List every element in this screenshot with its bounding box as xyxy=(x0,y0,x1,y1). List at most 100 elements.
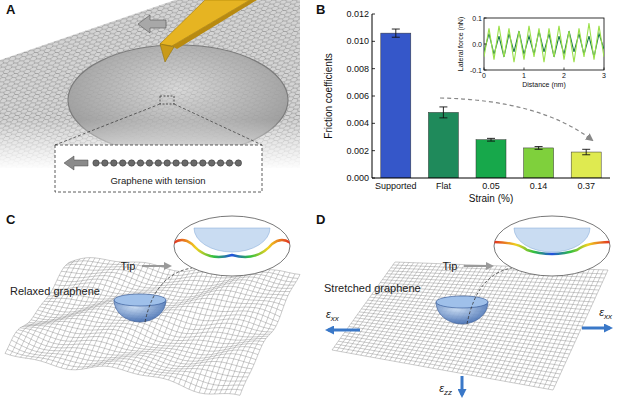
error-cap xyxy=(392,37,400,38)
x-axis xyxy=(372,178,610,179)
panel-title: Relaxed graphene xyxy=(10,285,100,297)
error-cap xyxy=(582,149,590,150)
tip-atoms xyxy=(194,228,270,252)
y-tick-label: 0.012 xyxy=(346,9,369,19)
atom xyxy=(226,160,232,166)
atom xyxy=(102,160,108,166)
atom xyxy=(111,160,117,166)
panel-c: C Tip Relaxed graphene xyxy=(5,212,300,395)
bar xyxy=(428,112,458,178)
error-cap xyxy=(439,117,447,118)
atom xyxy=(146,160,152,166)
panel-title: Stretched graphene xyxy=(324,282,421,294)
x-tick xyxy=(484,68,485,71)
atom xyxy=(137,160,143,166)
tip-top xyxy=(114,294,166,306)
error-cap xyxy=(582,154,590,155)
zoom-content xyxy=(492,228,612,254)
error-cap xyxy=(439,106,447,107)
y-tick-label: 0.002 xyxy=(346,146,369,156)
error-bar xyxy=(535,147,543,150)
atom xyxy=(209,160,215,166)
tip-top xyxy=(436,296,488,308)
atom xyxy=(173,160,179,166)
zoom-line xyxy=(174,104,262,145)
error-cap xyxy=(535,149,543,150)
zoom-ellipse xyxy=(174,216,290,276)
y-axis xyxy=(372,14,373,178)
strain-subscript: xx xyxy=(330,314,340,323)
x-tick xyxy=(524,68,525,71)
inset-text: Graphene with tension xyxy=(110,175,205,186)
error-bar xyxy=(487,138,495,141)
atom xyxy=(155,160,161,166)
x-tick-label: 2 xyxy=(562,72,566,79)
bar xyxy=(524,148,554,178)
atom xyxy=(200,160,206,166)
atom xyxy=(164,160,170,166)
afm-tip xyxy=(160,44,174,62)
error-cap xyxy=(535,146,543,147)
y-tick xyxy=(484,18,487,19)
zoom-line xyxy=(467,268,512,324)
error-cap xyxy=(392,29,400,30)
panel-label: D xyxy=(316,212,325,227)
x-tick-label: 0.05 xyxy=(482,181,500,191)
error-line xyxy=(395,29,396,37)
inset-lines xyxy=(484,23,604,62)
atom xyxy=(191,160,197,166)
error-line xyxy=(443,107,444,118)
strain-subscript: xx xyxy=(603,312,613,321)
bar xyxy=(476,140,506,178)
error-bar xyxy=(582,149,590,154)
y-tick xyxy=(484,44,487,45)
x-tick xyxy=(604,68,605,71)
x-tick-label: Flat xyxy=(436,181,452,191)
strain-label: εxx xyxy=(599,306,613,321)
strain-subscript: zz xyxy=(443,388,452,397)
x-tick-label: 1 xyxy=(522,72,526,79)
zoom-content xyxy=(172,228,292,257)
strain-label: εzz xyxy=(439,382,452,397)
y-tick-label: 0.004 xyxy=(346,118,369,128)
y-tick-label: 0.1 xyxy=(472,15,482,22)
panel-label: C xyxy=(6,212,16,227)
strain-arrow xyxy=(328,329,360,332)
y-axis-label: Friction coefficients xyxy=(323,53,334,138)
strain-profile xyxy=(492,242,612,254)
error-bar xyxy=(392,29,400,37)
atom xyxy=(128,160,134,166)
tip-label: Tip xyxy=(443,260,458,272)
graphene-mesh xyxy=(5,258,300,396)
error-cap xyxy=(487,138,495,139)
strain-arrow xyxy=(461,376,464,395)
panel-b: B0.0000.0020.0040.0060.0080.0100.012Supp… xyxy=(316,2,610,204)
x-tick-label: Supported xyxy=(375,181,417,191)
error-line xyxy=(586,149,587,154)
tip-label: Tip xyxy=(121,260,136,272)
x-tick-label: 0.37 xyxy=(577,181,595,191)
zoom-ellipse xyxy=(494,216,610,276)
y-axis-label: Lateral force (nN) xyxy=(457,17,465,71)
figure: Graphene with tensionAB0.0000.0020.0040.… xyxy=(0,0,618,399)
scan-arrow xyxy=(464,265,492,267)
cantilever xyxy=(160,0,250,46)
strain-profile xyxy=(172,240,292,257)
x-axis-label: Strain (%) xyxy=(469,193,513,204)
error-cap xyxy=(487,141,495,142)
zoom-line xyxy=(145,268,192,322)
y-tick-label: 0.006 xyxy=(346,91,369,101)
tension-arrow xyxy=(64,156,88,170)
x-tick-label: 0.14 xyxy=(530,181,548,191)
y-tick-label: 0.000 xyxy=(346,173,369,183)
x-tick-label: 0 xyxy=(482,72,486,79)
scan-arrow xyxy=(142,265,170,267)
y-tick-label: 0.0 xyxy=(472,41,482,48)
y-tick-label: 0.010 xyxy=(346,36,369,46)
atom xyxy=(235,160,241,166)
atom xyxy=(182,160,188,166)
x-axis-label: Distance (nm) xyxy=(522,81,566,89)
atom xyxy=(217,160,223,166)
y-tick-label: 0.008 xyxy=(346,64,369,74)
atom xyxy=(93,160,99,166)
